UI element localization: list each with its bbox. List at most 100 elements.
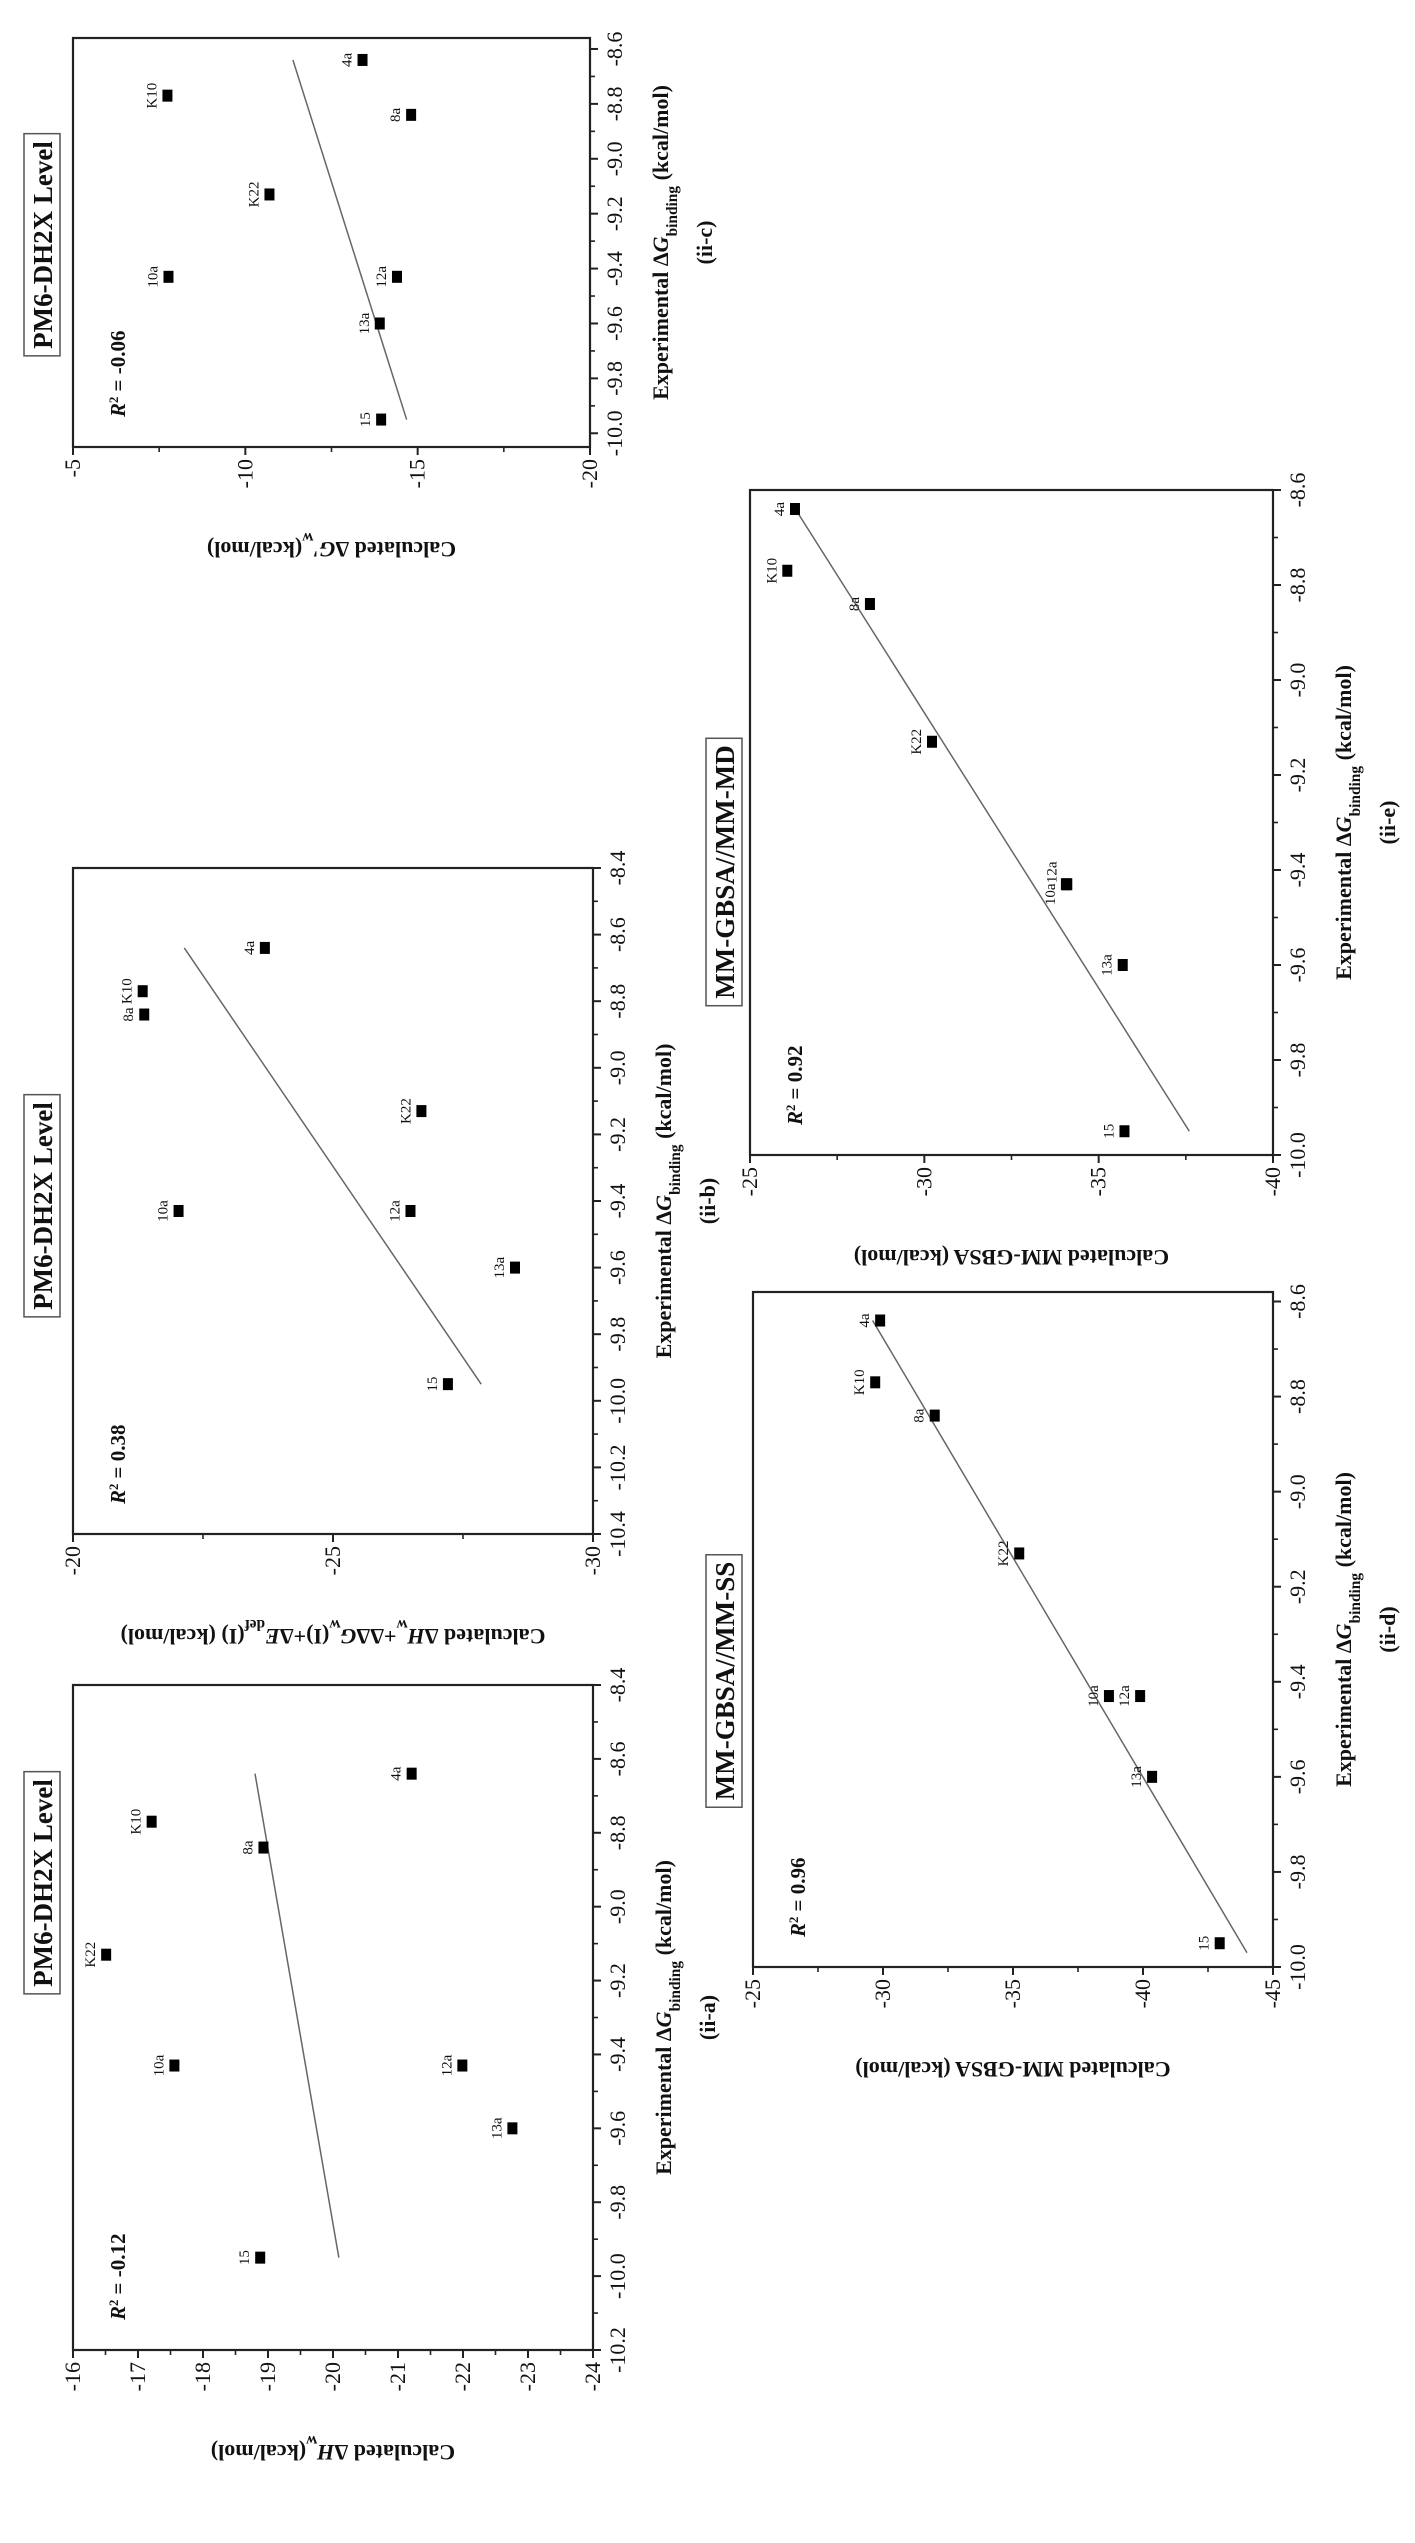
panel-id-label: (ii-a) <box>695 1995 720 2040</box>
x-axis-label: Experimental ΔGbinding (kcal/mol) <box>651 1044 684 1359</box>
x-tick-label: -8.8 <box>1285 1379 1310 1414</box>
plot-frame <box>71 1683 595 2352</box>
x-axis-label: Experimental ΔGbinding (kcal/mol) <box>651 1860 684 2175</box>
data-point-label: 13a <box>357 312 373 334</box>
y-tick-label: -20 <box>60 1546 85 1575</box>
x-tick-label: -9.2 <box>605 1963 630 1998</box>
data-point-8a <box>139 1008 150 1021</box>
y-axis-label-segment: H <box>316 2440 335 2465</box>
y-axis-label-segment: def <box>244 1617 265 1634</box>
scatter-panel-ii-c: -10.0 -9.8 -9.6 -9.4 -9.2 -9.0 -8.8 -8.6 -5 -10 -1… <box>23 32 717 562</box>
data-point-12a <box>391 270 402 283</box>
r-squared-label-segment: = -0.06 <box>106 330 130 396</box>
panel-id-label: (ii-b) <box>695 1178 720 1224</box>
data-point-label: 12a <box>387 1200 403 1222</box>
y-tick-label: -30 <box>870 1979 895 2008</box>
r-squared-label-segment: = -0.12 <box>106 2233 130 2299</box>
r-squared-label-segment: 2 <box>107 1484 121 1490</box>
data-point-label: 10a <box>145 266 161 288</box>
x-axis-label: Experimental ΔGbinding (kcal/mol) <box>1331 1472 1364 1787</box>
data-point-label: 8a <box>121 1007 137 1022</box>
data-point-label: K10 <box>120 978 136 1004</box>
y-tick-label: -21 <box>385 2362 410 2391</box>
y-axis-label-segment: (I)+Δ <box>280 1624 330 1649</box>
data-point-label: K10 <box>764 558 780 584</box>
x-tick-label: -10.2 <box>605 2327 630 2373</box>
x-tick-label: -9.8 <box>1285 1043 1310 1078</box>
r-squared-label-segment: 2 <box>107 2300 121 2306</box>
data-point-label: 10a <box>1086 1685 1102 1707</box>
data-point-8a <box>929 1409 940 1422</box>
r-squared-label-segment: 2 <box>787 1917 801 1923</box>
x-axis-label-segment: G <box>1331 816 1356 832</box>
data-point-label: 8a <box>847 597 863 612</box>
data-point-K10 <box>162 89 173 102</box>
data-point-4a <box>789 503 800 515</box>
x-tick-label: -9.4 <box>1285 1664 1310 1699</box>
data-point-K22 <box>101 1948 112 1961</box>
r-squared-label-segment: R <box>106 2306 130 2321</box>
x-tick-label: -9.8 <box>602 361 627 396</box>
x-axis-label-segment: binding <box>1347 1573 1364 1624</box>
data-point-label: K22 <box>909 729 925 755</box>
data-point-K22 <box>416 1105 427 1118</box>
x-tick-label: -9.8 <box>605 1317 630 1352</box>
panel-title: PM6-DH2X Level <box>28 141 58 349</box>
data-point-label: 12a <box>374 266 390 288</box>
r-squared-label: R2 = 0.92 <box>783 1045 807 1126</box>
x-tick-label: -10.4 <box>605 1511 630 1557</box>
data-point-label: 12a <box>439 2054 455 2076</box>
plot-frame <box>71 866 595 1536</box>
y-axis-label: Calculated ΔHw+ΔΔGw(I)+ΔEdef(I) (kcal/mo… <box>121 1617 546 1650</box>
data-point-15 <box>1119 1125 1130 1138</box>
y-axis-label-segment: Calculated MM-GBSA (kcal/mol) <box>854 1245 1169 1270</box>
data-point-label: 15 <box>358 412 374 427</box>
x-tick-label: -9.4 <box>602 251 627 286</box>
y-axis-label-segment: (I) (kcal/mol) <box>121 1624 245 1649</box>
data-point-10a <box>173 1204 184 1217</box>
y-tick-label: -25 <box>320 1546 345 1575</box>
y-tick-label: -35 <box>1086 1167 1111 1196</box>
x-axis-label-segment: binding <box>667 1961 684 2012</box>
r-squared-label-segment: = 0.38 <box>106 1424 130 1483</box>
x-tick-label: -9.2 <box>1285 758 1310 793</box>
x-tick-label: -8.6 <box>1285 473 1310 508</box>
data-point-label: 4a <box>340 53 356 68</box>
panel-title-box <box>23 1770 61 1995</box>
data-point-12a <box>1135 1690 1146 1703</box>
x-tick-label: -8.6 <box>602 32 627 67</box>
y-tick-label: -5 <box>60 459 85 477</box>
y-tick-label: -19 <box>255 2362 280 2391</box>
data-point-label: 8a <box>388 107 404 122</box>
y-axis-label: Calculated MM-GBSA (kcal/mol) <box>854 1245 1169 1270</box>
x-tick-label: -9.2 <box>605 1117 630 1152</box>
y-axis-label-segment: w <box>301 530 313 547</box>
regression-line <box>183 947 482 1385</box>
panel-title: MM-GBSA//MM-MD <box>710 745 740 998</box>
data-point-4a <box>357 53 368 66</box>
panel-title: PM6-DH2X Level <box>28 1779 58 1987</box>
data-point-label: K22 <box>246 182 262 208</box>
r-squared-label-segment: = 0.96 <box>786 1857 810 1916</box>
y-axis-label-segment: (kcal/mol) <box>211 2440 306 2465</box>
data-point-K22 <box>927 735 938 748</box>
x-tick-label: -8.8 <box>1285 568 1310 603</box>
x-tick-label: -10.0 <box>1285 1132 1310 1178</box>
y-axis-label: Calculated MM-GBSA (kcal/mol) <box>855 2057 1170 2082</box>
x-tick-label: -9.6 <box>605 2111 630 2146</box>
data-point-label: 15 <box>1197 1936 1213 1951</box>
x-axis-label-segment: G <box>1331 1623 1356 1639</box>
x-tick-label: -10.0 <box>1285 1944 1310 1990</box>
data-point-label: 8a <box>240 1840 256 1855</box>
data-point-4a <box>259 941 270 954</box>
panel-id-label: (ii-e) <box>1375 801 1400 845</box>
scatter-panel-ii-d: -10.0 -9.8 -9.6 -9.4 -9.2 -9.0 -8.8 -8.6 -25 -30 -… <box>705 1284 1400 2082</box>
y-tick-label: -30 <box>580 1546 605 1575</box>
data-point-label: 4a <box>389 1766 405 1781</box>
x-tick-label: -9.0 <box>1285 1474 1310 1509</box>
x-axis-label-segment: Experimental Δ <box>1331 832 1356 980</box>
panel-title-box <box>23 132 61 357</box>
data-point-label: 15 <box>425 1377 441 1392</box>
scatter-panel-ii-b: -10.4 -10.2 -10.0 -9.8 -9.6 -9.4 -9.2 -9.0 -8.8 -… <box>23 851 720 1650</box>
